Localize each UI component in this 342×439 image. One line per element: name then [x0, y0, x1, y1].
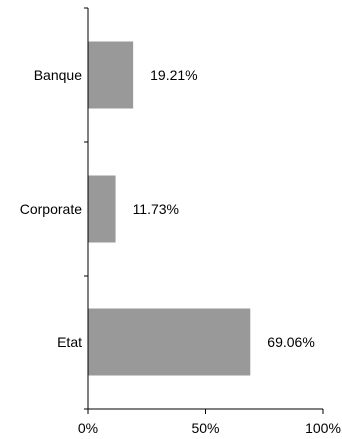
x-tick-label: 0%	[78, 420, 98, 436]
x-tick-labels-group: 0% 50% 100%	[78, 420, 341, 436]
value-label-corporate: 11.73%	[133, 201, 179, 217]
value-labels-group: 19.21% 11.73% 69.06%	[133, 67, 315, 350]
value-label-banque: 19.21%	[150, 67, 197, 83]
category-label-corporate: Corporate	[20, 201, 82, 217]
bar-corporate	[88, 176, 116, 243]
category-labels-group: Banque Corporate Etat	[20, 67, 82, 350]
category-label-etat: Etat	[57, 334, 82, 350]
category-label-banque: Banque	[34, 67, 82, 83]
bar-etat	[88, 309, 250, 376]
x-tick-label: 100%	[305, 420, 341, 436]
x-tick-label: 50%	[191, 420, 219, 436]
value-label-etat: 69.06%	[267, 334, 314, 350]
bar-banque	[88, 42, 133, 109]
